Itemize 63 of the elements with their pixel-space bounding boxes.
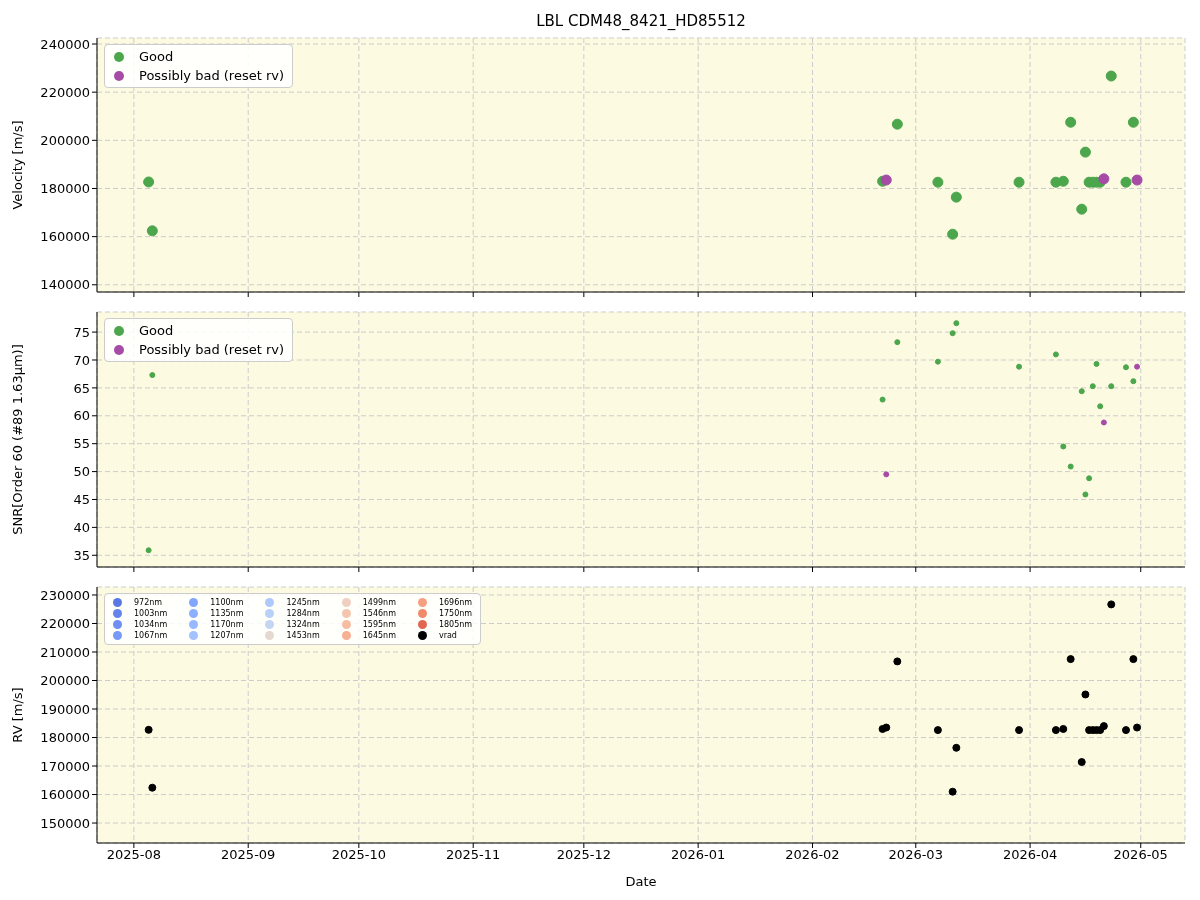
legend-label: Possibly bad (reset rv) (139, 342, 285, 357)
x-tick-label: 2025-10 (331, 847, 387, 863)
y-tick-label: 35 (73, 547, 90, 563)
legend-label: 1100nm (210, 598, 244, 607)
y-tick-label: 180000 (40, 181, 90, 197)
y-tick-label: 240000 (40, 36, 90, 52)
legend-label: 1453nm (286, 631, 320, 640)
legend-label: 1034nm (134, 620, 168, 629)
legend-label: 1135nm (210, 609, 244, 618)
y-tick-label: 170000 (40, 758, 90, 774)
legend-label: 1170nm (210, 620, 244, 629)
y-tick-label: 230000 (40, 587, 90, 603)
y-tick-label: 190000 (40, 701, 90, 717)
y-tick-label: 210000 (40, 644, 90, 660)
y-tick-label: 65 (73, 380, 90, 396)
legend-label: vrad (438, 631, 457, 640)
y-tick-label: 220000 (40, 616, 90, 632)
legend-label: 972nm (134, 598, 163, 607)
x-tick-label: 2025-08 (106, 847, 162, 863)
y-tick-label: 160000 (40, 229, 90, 245)
y-axis-title: SNR[Order 60 (#89 1.63μm)] (10, 344, 25, 535)
y-tick-label: 140000 (40, 277, 90, 293)
x-tick-label: 2026-01 (671, 847, 726, 863)
legend-label: 1207nm (210, 631, 244, 640)
legend-label: 1805nm (438, 620, 473, 629)
y-tick-label: 200000 (40, 132, 90, 148)
legend-label: 1546nm (362, 609, 396, 618)
legend-label: Good (139, 323, 174, 338)
x-tick-label: 2026-04 (1002, 847, 1058, 863)
y-tick-label: 160000 (40, 787, 90, 803)
y-tick-label: 50 (73, 464, 90, 480)
y-tick-label: 45 (73, 492, 90, 508)
legend-label: 1750nm (438, 609, 473, 618)
legend-label: 1696nm (438, 598, 473, 607)
y-tick-label: 75 (73, 324, 90, 340)
y-tick-label: 180000 (40, 730, 90, 746)
y-axis-title: RV [m/s] (10, 687, 25, 743)
y-tick-label: 150000 (40, 815, 90, 831)
legend-label: 1645nm (362, 631, 396, 640)
legend-label: 1067nm (134, 631, 168, 640)
y-tick-label: 55 (73, 436, 90, 452)
y-tick-label: 220000 (40, 84, 90, 100)
legend-label: 1499nm (362, 598, 396, 607)
y-tick-label: 70 (73, 352, 90, 368)
x-tick-label: 2025-11 (446, 847, 501, 863)
y-tick-label: 40 (73, 520, 90, 535)
chart-title: LBL CDM48_8421_HD85512 (535, 12, 747, 30)
x-axis-title: Date (625, 874, 657, 889)
y-tick-label: 200000 (40, 673, 90, 689)
legend-label: 1324nm (286, 620, 320, 629)
x-tick-label: 2025-12 (556, 847, 611, 863)
y-axis-title: Velocity [m/s] (10, 120, 25, 210)
legend-label: 1595nm (362, 620, 396, 629)
legend-label: 1003nm (134, 609, 168, 618)
x-tick-label: 2026-05 (1113, 847, 1168, 863)
legend-label: Possibly bad (reset rv) (139, 68, 285, 83)
x-tick-label: 2026-03 (888, 847, 943, 863)
y-tick-label: 60 (73, 408, 90, 424)
legend-label: 1284nm (286, 609, 320, 618)
x-tick-label: 2026-02 (785, 847, 840, 863)
x-tick-label: 2025-09 (221, 847, 276, 863)
legend-label: Good (139, 49, 174, 64)
legend-label: 1245nm (286, 598, 320, 607)
